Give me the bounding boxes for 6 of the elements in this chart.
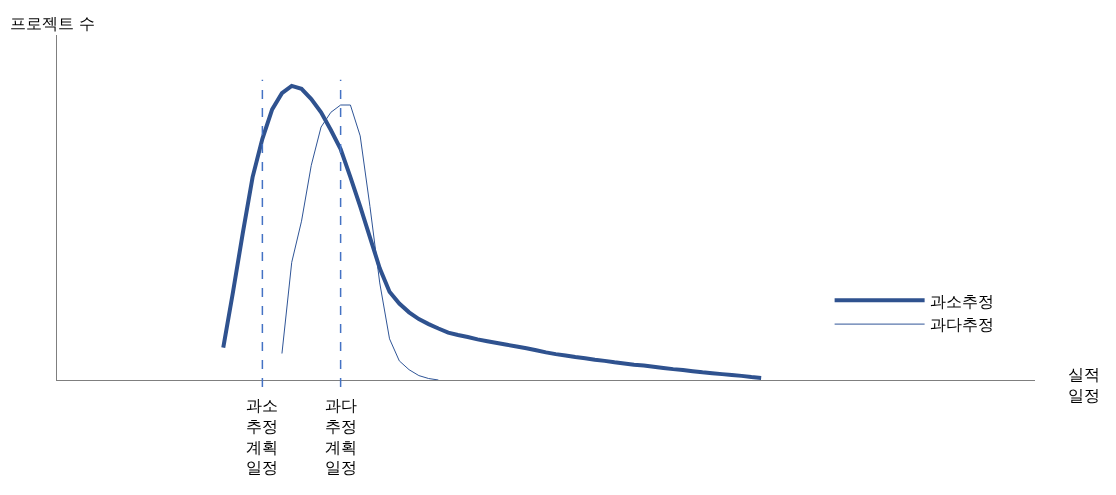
text: 과소추정 — [929, 291, 994, 311]
y-axis-title: 프로젝트 수 — [10, 14, 96, 33]
text: 과다추정 — [929, 315, 994, 335]
text: 과다 추정 계획 일정 — [325, 396, 357, 478]
text: 과소 추정 계획 일정 — [246, 396, 278, 478]
x-axis-title: 실적 일정 — [1068, 365, 1100, 405]
